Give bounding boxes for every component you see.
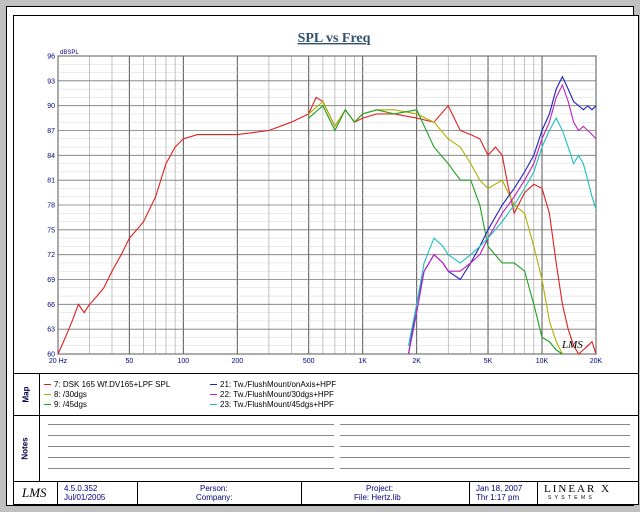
y-tick-label: 72 — [47, 252, 55, 259]
brand-logo: LINEAR X — [544, 483, 612, 495]
y-tick-label: 60 — [47, 352, 55, 359]
notes-line — [340, 468, 630, 469]
report-date: Jan 18, 2007 — [476, 484, 523, 493]
series-line-5 — [407, 83, 597, 355]
y-tick-label: 93 — [47, 78, 55, 85]
watermark-logo: LMS — [561, 339, 583, 351]
report-time: Thr 1:17 pm — [476, 493, 520, 502]
notes-line — [48, 435, 334, 436]
y-tick-label: 66 — [47, 302, 55, 309]
x-tick-label: 20 Hz — [49, 358, 68, 365]
legend-label: 22: Tw./FlushMount/30dgs+HPF — [220, 390, 334, 399]
map-side-tab: Map — [14, 374, 40, 416]
person-cell: Person: Company: — [138, 482, 302, 504]
notes-line — [48, 457, 334, 458]
y-tick-label: 90 — [47, 103, 55, 110]
y-tick-label: 78 — [47, 203, 55, 210]
notes-label: Notes — [20, 437, 30, 460]
notes-line — [48, 424, 334, 425]
spl-chart: SPL vs Freq dBSPL 20 Hz 50 100 200 500 1K 2K 5K… — [47, 31, 603, 365]
legend-entry: 8: /30dgs — [44, 390, 87, 399]
legend-entry: 21: Tw./FlushMount/onAxis+HPF — [210, 380, 336, 389]
project-cell: Project: File: Hertz.lib — [302, 482, 470, 504]
lms-logo: LMS — [22, 485, 47, 500]
legend-entry: 9: /45dgs — [44, 400, 87, 409]
legend-entry: 7: DSK 165 Wf.DV165+LPF SPL — [44, 380, 170, 389]
footer-bar: LMS 4.5.0.352 Jul/01/2005 Person: Compan… — [13, 481, 639, 505]
legend-swatch — [44, 404, 51, 406]
notes-line — [340, 424, 630, 425]
legend-swatch — [44, 384, 51, 386]
legend-swatch — [210, 394, 217, 396]
y-tick-label: 81 — [47, 178, 55, 185]
legend-entry: 23: Tw./FlushMount/45dgs+HPF — [210, 400, 334, 409]
footer-logo-cell: LMS — [14, 482, 58, 504]
y-tick-label: 63 — [47, 327, 55, 334]
x-tick-label: 500 — [303, 358, 315, 365]
legend-label: 23: Tw./FlushMount/45dgs+HPF — [220, 400, 334, 409]
version-cell: 4.5.0.352 Jul/01/2005 — [58, 482, 138, 504]
x-tick-label: 5K — [484, 358, 493, 365]
version-date: Jul/01/2005 — [64, 493, 106, 502]
x-tick-label: 100 — [178, 358, 190, 365]
legend-label: 8: /30dgs — [54, 390, 87, 399]
x-tick-label: 50 — [125, 358, 133, 365]
legend-entry: 22: Tw./FlushMount/30dgs+HPF — [210, 390, 334, 399]
y-tick-label: 75 — [47, 227, 55, 234]
map-label: Map — [21, 386, 31, 403]
version-number: 4.5.0.352 — [64, 484, 98, 493]
y-tick-label: 96 — [47, 54, 55, 61]
y-tick-label: 84 — [47, 153, 55, 160]
legend-label: 7: DSK 165 Wf.DV165+LPF SPL — [54, 380, 171, 389]
x-tick-label: 200 — [231, 358, 243, 365]
map-section: Map 7: DSK 165 Wf.DV165+LPF SPL 8: /30dgs… — [13, 373, 639, 417]
y-axis-label: dBSPL — [60, 50, 79, 56]
x-tick-label: 20K — [590, 358, 603, 365]
company-label: Company: — [196, 493, 233, 502]
chart-title: SPL vs Freq — [298, 31, 371, 46]
person-label: Person: — [200, 484, 228, 493]
notes-line — [48, 446, 334, 447]
notes-line — [340, 446, 630, 447]
chart-panel: SPL vs Freq dBSPL 20 Hz 50 100 200 500 1K 2K 5K… — [13, 15, 639, 377]
notes-line — [340, 435, 630, 436]
brand-cell: LINEAR X S Y S T E M S — [538, 482, 638, 504]
notes-side-tab: Notes — [14, 416, 40, 482]
notes-section: Notes — [13, 415, 639, 483]
legend-label: 21: Tw./FlushMount/onAxis+HPF — [220, 380, 337, 389]
brand-subtitle: S Y S T E M S — [548, 495, 593, 501]
date-cell: Jan 18, 2007 Thr 1:17 pm — [470, 482, 538, 504]
x-tick-label: 10K — [536, 358, 549, 365]
y-tick-label: 87 — [47, 128, 55, 135]
project-label: Project: — [366, 484, 394, 493]
legend-swatch — [210, 384, 217, 386]
notes-line — [48, 468, 334, 469]
legend-swatch — [210, 404, 217, 406]
notes-line — [340, 457, 630, 458]
x-tick-label: 2K — [412, 358, 421, 365]
file-label: File: Hertz.lib — [354, 493, 401, 502]
series-line-6 — [407, 116, 597, 346]
x-tick-label: 1K — [358, 358, 367, 365]
legend-label: 9: /45dgs — [54, 400, 87, 409]
y-tick-label: 69 — [47, 277, 55, 284]
legend-swatch — [44, 394, 51, 396]
series-line-3 — [308, 104, 563, 355]
lms-report-frame: SPL vs Freq dBSPL 20 Hz 50 100 200 500 1K 2K 5K… — [6, 6, 639, 506]
